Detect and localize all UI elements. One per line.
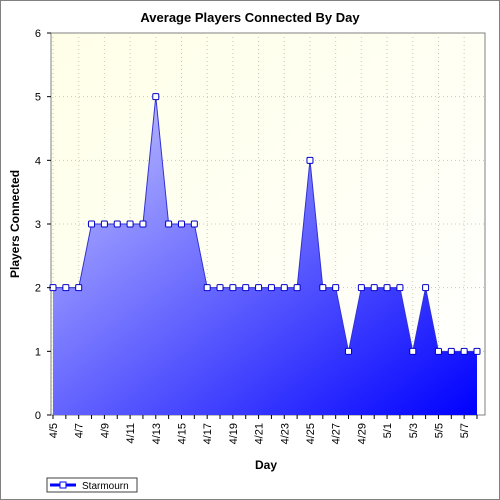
data-point (357, 284, 365, 292)
x-tick-label: 4/13 (151, 423, 163, 444)
data-point (306, 156, 314, 164)
y-tick-label: 0 (35, 410, 41, 422)
data-point (75, 284, 83, 292)
chart-title: Average Players Connected By Day (140, 10, 360, 25)
data-point (293, 284, 301, 292)
data-point (242, 284, 250, 292)
data-point (255, 284, 263, 292)
data-point (396, 284, 404, 292)
series-area-fill (53, 96, 477, 416)
series-area (53, 96, 477, 416)
x-tick-label: 4/5 (48, 423, 60, 438)
y-axis-title: Players Connected (8, 170, 22, 278)
data-point (422, 284, 430, 292)
x-tick-label: 5/1 (382, 423, 394, 438)
data-point (165, 220, 173, 228)
x-tick-label: 5/3 (408, 423, 420, 438)
y-tick-label: 1 (35, 346, 41, 358)
y-tick-label: 2 (35, 283, 41, 295)
data-point (345, 347, 353, 355)
x-tick-label: 4/7 (74, 423, 86, 438)
data-point (216, 284, 224, 292)
y-tick-label: 4 (35, 155, 41, 167)
data-point (203, 284, 211, 292)
y-tick-label: 5 (35, 92, 41, 104)
series-points (49, 93, 481, 355)
legend-label: Starmourn (82, 481, 129, 492)
data-point (409, 347, 417, 355)
data-point (100, 220, 108, 228)
y-tick-label: 6 (35, 28, 41, 40)
data-point (139, 220, 147, 228)
x-axis-title: Day (255, 458, 277, 472)
data-point (460, 347, 468, 355)
x-tick-label: 4/15 (176, 423, 188, 444)
data-point (473, 347, 481, 355)
data-point (190, 220, 198, 228)
legend: Starmourn (46, 477, 138, 493)
x-tick-label: 4/9 (99, 423, 111, 438)
data-point (280, 284, 288, 292)
data-point (332, 284, 340, 292)
x-tick-label: 4/25 (305, 423, 317, 444)
x-tick-label: 4/27 (331, 423, 343, 444)
data-point (383, 284, 391, 292)
data-point (267, 284, 275, 292)
data-point (126, 220, 134, 228)
x-tick-label: 5/7 (459, 423, 471, 438)
series-line (53, 96, 477, 352)
x-tick-label: 4/21 (254, 423, 266, 444)
data-point (229, 284, 237, 292)
data-point (62, 284, 70, 292)
y-tick-label: 3 (35, 219, 41, 231)
legend-swatch-marker (59, 481, 67, 489)
x-tick-label: 5/5 (433, 423, 445, 438)
data-point (319, 284, 327, 292)
x-tick-label: 4/19 (228, 423, 240, 444)
data-point (434, 347, 442, 355)
data-point (88, 220, 96, 228)
data-point (152, 93, 160, 101)
legend-box (46, 477, 138, 493)
x-tick-label: 4/23 (279, 423, 291, 444)
data-point (113, 220, 121, 228)
y-axis-ticks: 0 1 2 3 4 5 6 (35, 28, 51, 422)
data-point (447, 347, 455, 355)
x-tick-label: 4/11 (125, 423, 137, 444)
data-point (370, 284, 378, 292)
x-tick-label: 4/17 (202, 423, 214, 444)
x-axis-ticks: 4/5 4/7 4/9 4/11 4/13 4/15 4/17 4/19 4/21 4/23 4/2… (48, 415, 478, 444)
x-tick-label: 4/29 (356, 423, 368, 444)
data-point (177, 220, 185, 228)
